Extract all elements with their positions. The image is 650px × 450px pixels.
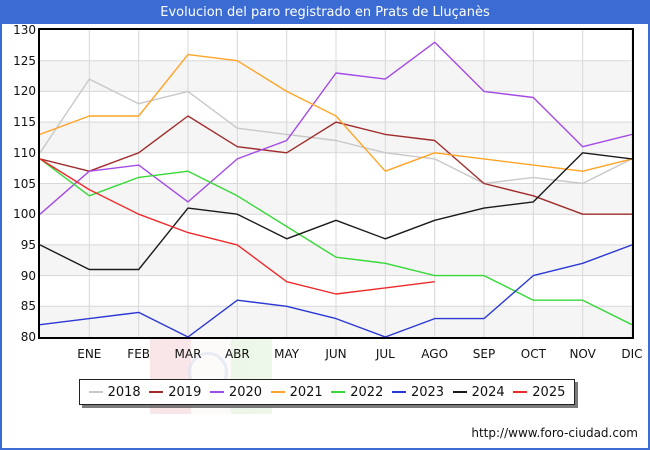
x-tick-mar: MAR (174, 347, 202, 361)
legend-dash-icon (149, 391, 164, 393)
legend-item-2023: 2023 (391, 384, 445, 400)
x-tick-oct: OCT (520, 347, 546, 361)
legend-label: 2019 (168, 384, 202, 400)
y-tick-115: 115 (13, 115, 36, 130)
legend-item-2018: 2018 (88, 384, 141, 400)
x-tick-ene: ENE (77, 347, 102, 361)
legend-item-2022: 2022 (331, 385, 383, 400)
series-line-2020 (40, 41, 632, 215)
legend-item-2020: 2020 (209, 384, 263, 400)
series-line-2019 (40, 115, 632, 215)
legend-item-2024: 2024 (452, 384, 505, 400)
legend-label: 2023 (410, 384, 445, 400)
chart-title: Evolucion del paro registrado en Prats d… (2, 2, 648, 24)
legend-dash-icon (88, 391, 103, 393)
legend-label: 2024 (471, 384, 505, 400)
line-chart-canvas (40, 30, 632, 337)
y-tick-105: 105 (13, 176, 36, 191)
municipal-flag-watermark (150, 338, 273, 414)
legend-item-2025: 2025 (513, 385, 565, 400)
x-tick-jun: JUN (325, 347, 347, 361)
series-line-2025 (40, 158, 435, 295)
y-tick-130: 130 (13, 23, 36, 37)
x-tick-feb: FEB (127, 347, 151, 361)
legend-dash-icon (270, 391, 285, 393)
legend-label: 2020 (228, 384, 263, 400)
y-tick-95: 95 (20, 237, 36, 252)
series-line-2024 (40, 152, 632, 271)
legend-label: 2025 (532, 384, 566, 400)
series-line-2018 (40, 78, 632, 185)
x-tick-nov: NOV (569, 347, 596, 361)
series-line-2022 (40, 158, 632, 326)
legend-item-2021: 2021 (270, 384, 323, 400)
y-tick-110: 110 (13, 145, 36, 160)
plot-border-frame (38, 28, 634, 339)
x-tick-ago: AGO (421, 347, 449, 361)
legend-dash-icon (391, 391, 406, 393)
y-tick-80: 80 (20, 330, 36, 344)
y-tick-90: 90 (20, 268, 36, 283)
legend-dash-icon (331, 391, 346, 393)
x-tick-dic: DIC (621, 347, 643, 361)
series-line-2023 (40, 244, 632, 337)
legend-dash-icon (452, 391, 467, 393)
y-tick-100: 100 (13, 207, 36, 222)
x-tick-sep: SEP (472, 347, 496, 361)
plot-area (38, 28, 634, 339)
legend-dash-icon (209, 391, 224, 393)
legend-label: 2021 (289, 384, 323, 400)
y-tick-120: 120 (13, 84, 36, 99)
source-url: http://www.foro-ciudad.com (471, 426, 638, 440)
x-tick-may: MAY (274, 347, 300, 361)
legend-label: 2018 (107, 384, 141, 400)
legend-box: 2018 2019 2020 2021 2022 2023 2024 2025 (79, 379, 575, 405)
y-tick-85: 85 (20, 299, 36, 314)
legend-label: 2022 (350, 384, 384, 400)
x-tick-abr: ABR (224, 347, 250, 361)
series-line-2021 (40, 53, 632, 172)
legend-dash-icon (513, 391, 528, 393)
x-tick-jul: JUL (375, 347, 395, 361)
legend-item-2019: 2019 (149, 385, 201, 400)
y-tick-125: 125 (13, 53, 36, 68)
